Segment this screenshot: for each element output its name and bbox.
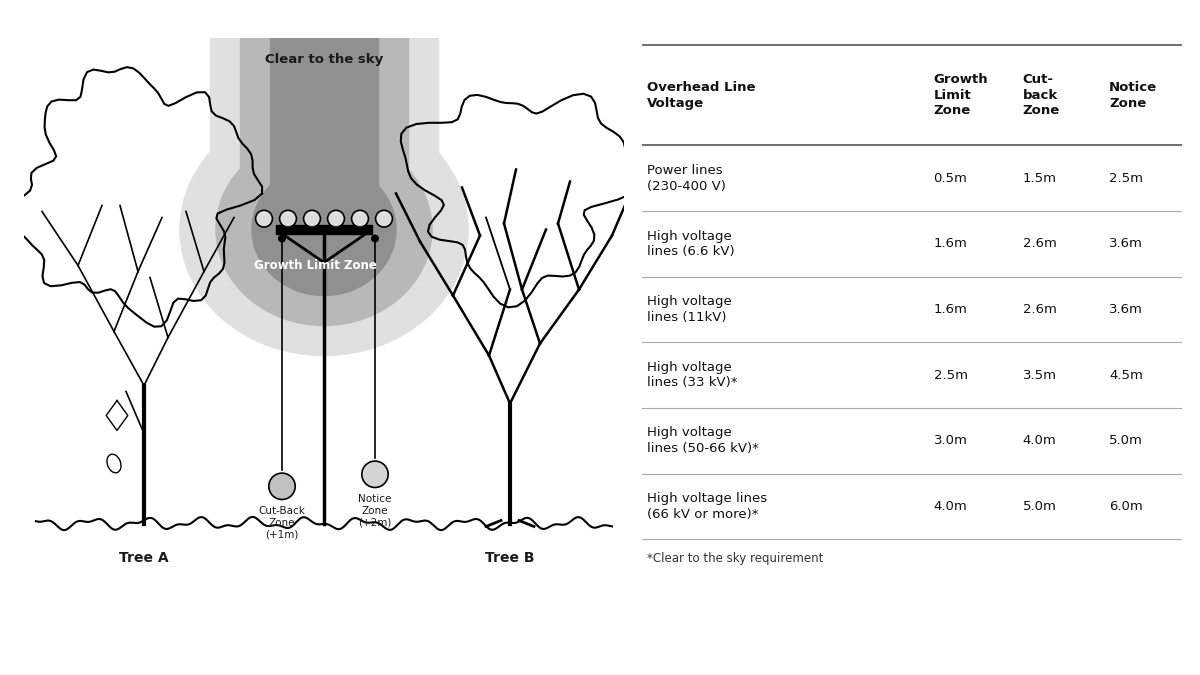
Text: Growth Limit Zone: Growth Limit Zone bbox=[253, 259, 377, 272]
Circle shape bbox=[269, 473, 295, 500]
Text: Tree B: Tree B bbox=[485, 551, 535, 564]
Text: High voltage
lines (33 kV)*: High voltage lines (33 kV)* bbox=[648, 361, 738, 389]
Text: 4.0m: 4.0m bbox=[1022, 434, 1056, 448]
Text: 3.6m: 3.6m bbox=[1109, 303, 1142, 316]
Text: 2.6m: 2.6m bbox=[1022, 238, 1056, 250]
Text: Cut-
back
Zone: Cut- back Zone bbox=[1022, 74, 1060, 117]
Text: 1.5m: 1.5m bbox=[1022, 171, 1057, 185]
Text: Growth
Limit
Zone: Growth Limit Zone bbox=[934, 74, 989, 117]
Text: 2.5m: 2.5m bbox=[934, 369, 967, 381]
Ellipse shape bbox=[252, 163, 396, 296]
Text: Power lines
(230-400 V): Power lines (230-400 V) bbox=[648, 164, 726, 192]
Circle shape bbox=[278, 235, 286, 242]
Circle shape bbox=[362, 461, 389, 487]
Text: High voltage lines
(66 kV or more)*: High voltage lines (66 kV or more)* bbox=[648, 492, 768, 520]
Text: 2.6m: 2.6m bbox=[1022, 303, 1056, 316]
Text: 5.0m: 5.0m bbox=[1022, 500, 1056, 513]
Circle shape bbox=[256, 211, 272, 227]
Text: 4.0m: 4.0m bbox=[934, 500, 967, 513]
Text: Notice
Zone: Notice Zone bbox=[1109, 81, 1157, 109]
Text: 3.5m: 3.5m bbox=[1022, 369, 1057, 381]
Circle shape bbox=[352, 211, 368, 227]
Bar bbox=[210, 38, 438, 230]
Text: 6.0m: 6.0m bbox=[1109, 500, 1142, 513]
Circle shape bbox=[372, 235, 378, 242]
Text: 3.0m: 3.0m bbox=[934, 434, 967, 448]
Bar bbox=[276, 225, 372, 234]
Ellipse shape bbox=[216, 134, 432, 325]
Text: *Clear to the sky requirement: *Clear to the sky requirement bbox=[648, 552, 823, 566]
Text: 5.0m: 5.0m bbox=[1109, 434, 1142, 448]
Circle shape bbox=[304, 211, 320, 227]
Ellipse shape bbox=[180, 103, 468, 356]
Circle shape bbox=[328, 211, 344, 227]
Text: Cut-Back
Zone
(+1m): Cut-Back Zone (+1m) bbox=[258, 506, 306, 539]
Text: High voltage
lines (6.6 kV): High voltage lines (6.6 kV) bbox=[648, 230, 736, 258]
Text: Tree A: Tree A bbox=[119, 551, 169, 564]
Circle shape bbox=[376, 211, 392, 227]
Text: 2.5m: 2.5m bbox=[1109, 171, 1144, 185]
Text: 4.5m: 4.5m bbox=[1109, 369, 1142, 381]
Text: Notice
Zone
(+2m): Notice Zone (+2m) bbox=[359, 494, 391, 527]
Text: Clear to the sky: Clear to the sky bbox=[265, 53, 383, 65]
Text: High voltage
lines (11kV): High voltage lines (11kV) bbox=[648, 295, 732, 324]
Text: 3.6m: 3.6m bbox=[1109, 238, 1142, 250]
Text: Overhead Line
Voltage: Overhead Line Voltage bbox=[648, 81, 756, 109]
Bar bbox=[240, 38, 408, 230]
Circle shape bbox=[280, 211, 296, 227]
Text: 0.5m: 0.5m bbox=[934, 171, 967, 185]
Text: High voltage
lines (50-66 kV)*: High voltage lines (50-66 kV)* bbox=[648, 427, 760, 455]
Bar bbox=[270, 38, 378, 230]
Text: 1.6m: 1.6m bbox=[934, 238, 967, 250]
Text: 1.6m: 1.6m bbox=[934, 303, 967, 316]
